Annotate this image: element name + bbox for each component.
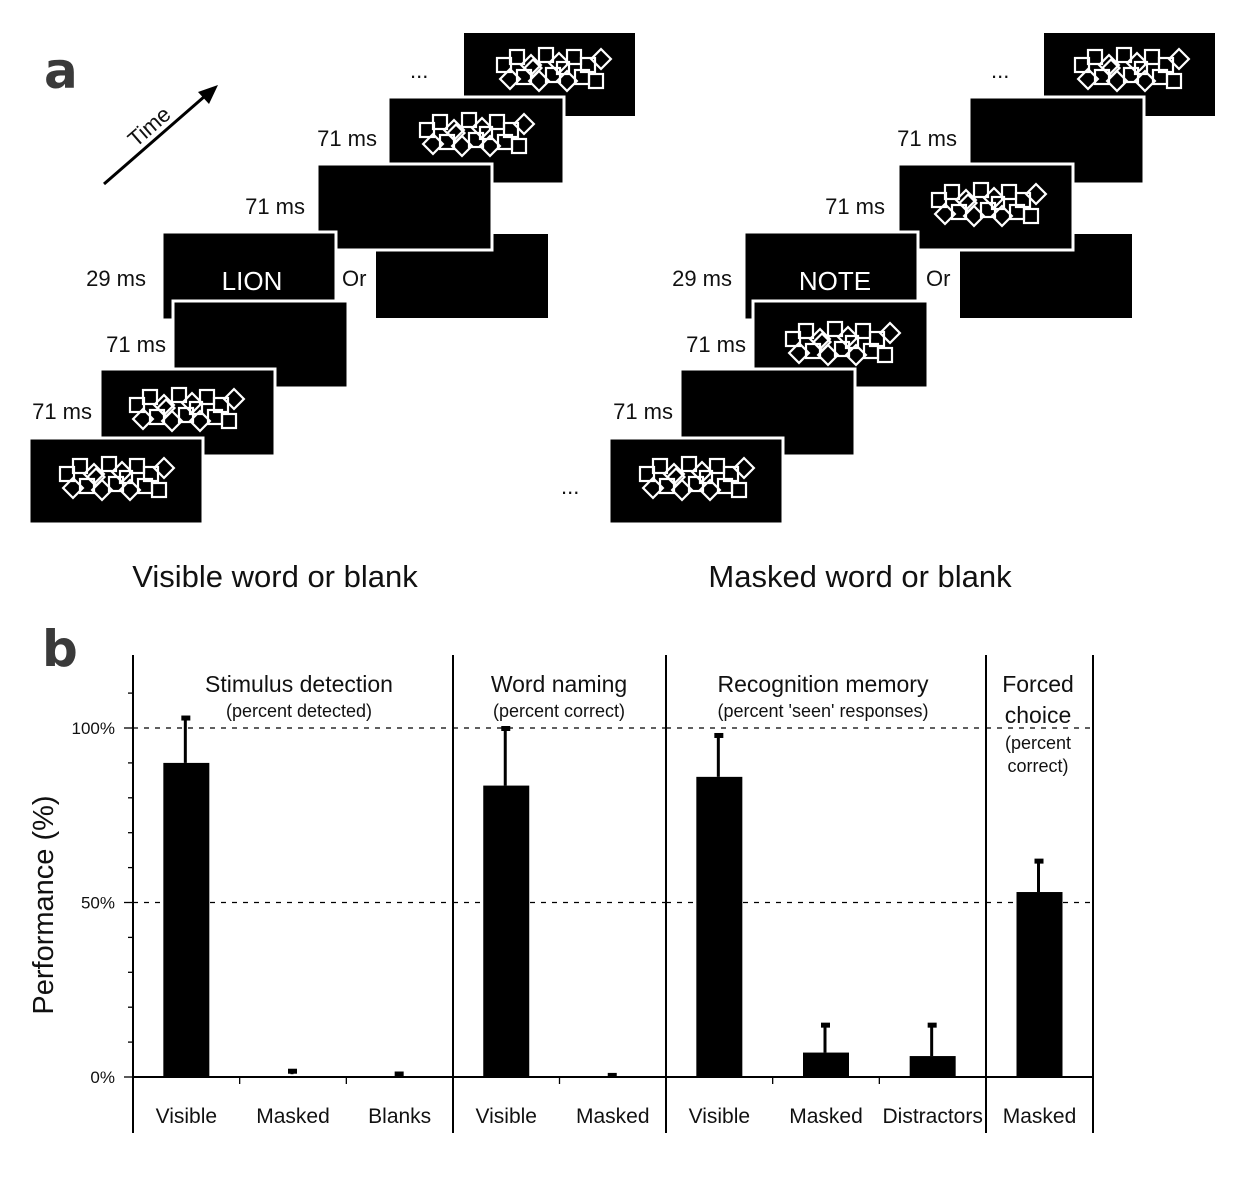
y-tick-label: 100% — [72, 719, 115, 738]
group-title-detection: Stimulus detection — [205, 671, 393, 697]
performance-bar-chart: 0% 50% 100% Visible Masked Blanks Visible Maske… — [72, 655, 1094, 1133]
category-label: Visible — [689, 1105, 750, 1128]
right-duration-3: 71 ms — [686, 332, 746, 357]
left-ellipsis: ... — [410, 58, 428, 83]
error-cap — [927, 1022, 937, 1028]
left-or: Or — [342, 266, 366, 291]
right-sequence: NOTE — [607, 33, 1215, 526]
left-frame-blank-2 — [315, 162, 494, 252]
error-cap — [394, 1071, 404, 1077]
category-label: Masked — [576, 1105, 650, 1128]
right-duration-4: 71 ms — [613, 399, 673, 424]
error-cap — [821, 1022, 830, 1028]
right-caption: Masked word or blank — [708, 559, 1012, 594]
group-subtitle-naming: (percent correct) — [493, 701, 625, 721]
right-frame-mask-2 — [896, 162, 1075, 252]
category-label: Blanks — [368, 1105, 431, 1128]
y-tick-label: 50% — [81, 894, 115, 913]
category-label: Visible — [156, 1105, 217, 1128]
bar-masked — [1016, 892, 1063, 1077]
group-subtitle-recognition: (percent 'seen' responses) — [718, 701, 929, 721]
left-duration-1: 71 ms — [317, 126, 377, 151]
bar-distractors — [909, 1056, 956, 1077]
y-axis-label: Performance (%) — [28, 795, 60, 1014]
left-caption: Visible word or blank — [132, 559, 418, 594]
right-ellipsis-bottom: ... — [561, 474, 579, 499]
category-label: Masked — [256, 1105, 330, 1128]
right-duration-1: 71 ms — [897, 126, 957, 151]
category-label: Masked — [789, 1105, 863, 1128]
bar-masked — [803, 1052, 849, 1077]
bar-visible — [483, 785, 530, 1077]
group-title-recognition: Recognition memory — [718, 671, 929, 697]
right-frame-mask-0 — [607, 436, 785, 526]
left-duration-2: 71 ms — [245, 194, 305, 219]
left-duration-word: 29 ms — [86, 266, 146, 291]
left-duration-3: 71 ms — [106, 332, 166, 357]
group-subtitle-forced-1: (percent — [1005, 733, 1071, 753]
bar-visible — [163, 762, 210, 1077]
group-title-forced-1: Forced — [1002, 671, 1074, 697]
time-arrow-icon — [103, 85, 218, 186]
bar-visible — [696, 776, 743, 1077]
right-or: Or — [926, 266, 950, 291]
right-ellipsis-top: ... — [991, 58, 1009, 83]
error-cap — [501, 726, 511, 731]
error-cap — [1034, 858, 1044, 864]
category-label: Visible — [476, 1105, 537, 1128]
left-frame-mask-0 — [27, 436, 205, 526]
group-title-forced-2: choice — [1005, 702, 1071, 728]
category-label: Masked — [1003, 1105, 1077, 1128]
right-duration-2: 71 ms — [825, 194, 885, 219]
group-title-naming: Word naming — [491, 671, 627, 697]
category-label: Distractors — [882, 1105, 982, 1128]
left-duration-4: 71 ms — [32, 399, 92, 424]
group-subtitle-detection: (percent detected) — [226, 701, 372, 721]
y-tick-label: 0% — [90, 1068, 115, 1087]
error-cap — [181, 715, 191, 721]
error-cap — [288, 1068, 297, 1074]
left-sequence: LION — [27, 33, 635, 526]
right-duration-word: 29 ms — [672, 266, 732, 291]
error-cap — [607, 1072, 617, 1078]
panel-a-letter: a — [44, 42, 78, 100]
error-cap — [714, 732, 724, 738]
group-subtitle-forced-2: correct) — [1007, 756, 1068, 776]
panel-b-letter: b — [42, 620, 78, 678]
right-word: NOTE — [799, 266, 871, 296]
left-word: LION — [222, 266, 283, 296]
